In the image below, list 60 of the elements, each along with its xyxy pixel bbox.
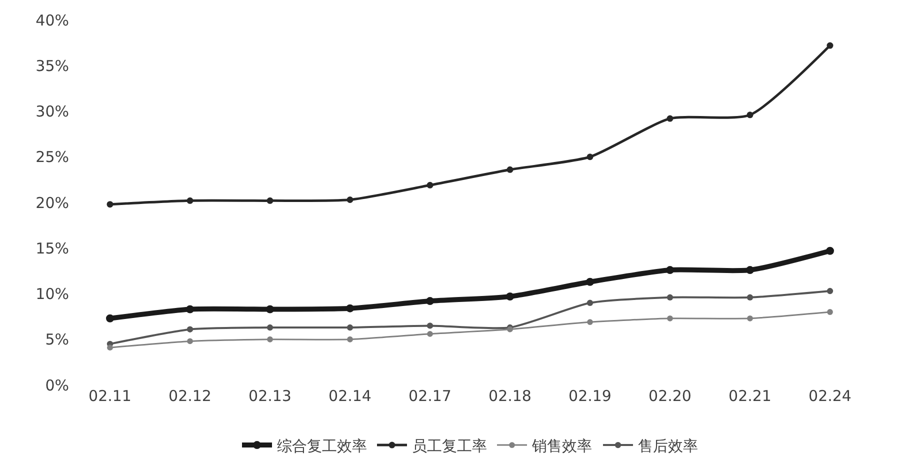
point [826,42,834,49]
legend-label: 售后效率 [638,436,698,455]
y-tick-label: 0% [45,376,69,394]
x-tick-label: 02.12 [168,387,212,405]
x-tick-label: 02.13 [248,387,292,405]
point [666,266,674,274]
point [746,112,754,118]
x-tick-label: 02.18 [488,387,532,405]
legend-label: 综合复工效率 [277,436,367,455]
point [426,297,434,306]
point [347,336,353,342]
point [266,305,274,314]
x-tick-label: 02.14 [328,387,372,405]
x-tick-label: 02.19 [568,387,612,405]
point [586,154,594,160]
point [346,196,354,204]
point [746,294,754,300]
point [426,182,434,188]
y-tick-label: 10% [36,285,69,303]
legend-label: 员工复工率 [412,436,487,455]
x-tick-label: 02.24 [808,387,852,405]
y-tick-label: 25% [36,148,69,166]
point [506,166,514,173]
point [106,201,114,208]
point [426,322,434,329]
point [587,319,593,325]
point [266,324,274,331]
point [267,336,273,342]
point [186,305,194,314]
point [666,294,674,300]
point [827,309,833,315]
point [666,115,674,122]
x-tick-label: 02.17 [408,387,452,405]
point [186,326,194,332]
point [506,292,514,300]
point [747,315,753,322]
y-tick-label: 5% [45,330,69,349]
x-tick-label: 02.11 [88,387,132,405]
point [107,344,113,351]
point [266,197,274,204]
y-tick-label: 30% [36,102,69,120]
point [186,197,194,204]
y-tick-label: 35% [36,56,69,75]
point [586,300,594,306]
point [106,314,114,322]
y-tick-label: 40% [36,11,69,30]
legend-label: 销售效率 [531,436,592,455]
point [187,338,193,344]
point [586,278,594,286]
point [826,246,834,255]
point [346,324,354,331]
point [746,266,754,274]
y-tick-label: 20% [36,194,69,212]
x-tick-label: 02.20 [648,387,692,405]
point [427,330,433,337]
point [667,315,673,322]
x-tick-label: 02.21 [728,387,772,405]
y-tick-label: 15% [36,239,69,258]
point [826,288,834,294]
point [346,304,354,312]
